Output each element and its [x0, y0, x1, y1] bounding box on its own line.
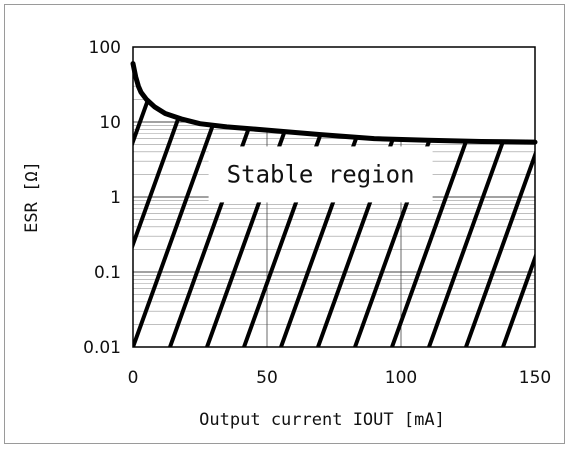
x-tick-label: 0: [128, 368, 139, 388]
y-tick-label: 0.01: [83, 338, 121, 358]
y-tick-label: 0.1: [94, 263, 121, 283]
y-axis-label: ESR [Ω]: [22, 161, 42, 233]
hatch-line: [5, 47, 19, 347]
hatch-line: [5, 47, 93, 347]
unstable-region-cover: [133, 47, 535, 143]
y-tick-label: 10: [99, 113, 121, 133]
plot-border: [132, 46, 536, 348]
hatch-line: [501, 252, 535, 347]
hatch-line: [540, 47, 566, 347]
hatch-line: [464, 149, 535, 347]
x-axis-label: Output current IOUT [mA]: [199, 410, 445, 430]
y-tick-label: 100: [89, 38, 121, 58]
x-tick-label: 50: [256, 368, 278, 388]
y-axis-ticks: 0.01 0.1 1 10 100: [83, 38, 121, 358]
y-tick-label: 1: [110, 188, 121, 208]
x-tick-label: 100: [385, 368, 417, 388]
stable-region-label-box: [208, 146, 433, 203]
stable-region-label: Stable region: [227, 160, 415, 188]
x-axis-ticks: 0 50 100 150: [128, 368, 552, 388]
esr-stability-chart: Stable region 0.01 0.1 1 10 100 0 50 100 150 ES…: [5, 38, 566, 430]
chart-frame: Stable region 0.01 0.1 1 10 100 0 50 100 150 ES…: [4, 4, 565, 444]
x-tick-label: 150: [519, 368, 551, 388]
esr-boundary-line: [130, 61, 538, 145]
